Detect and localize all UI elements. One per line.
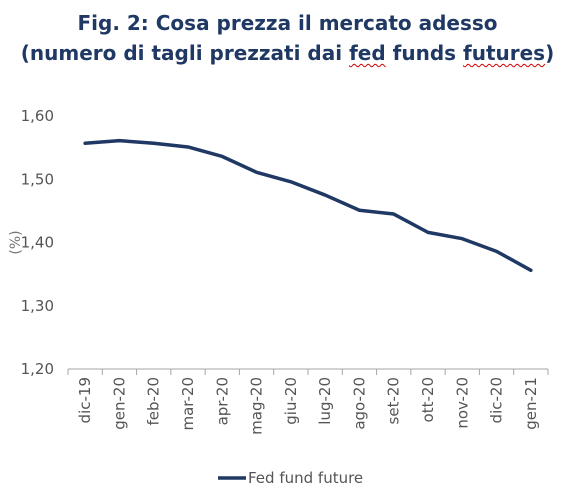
y-tick-label: 1,20 xyxy=(21,360,54,378)
x-tick-label: dic-20 xyxy=(488,377,506,423)
chart-title: Fig. 2: Cosa prezza il mercato adesso (n… xyxy=(0,8,575,68)
x-axis-ticks xyxy=(67,369,549,375)
title-part-1: (numero di tagli prezzati dai xyxy=(20,41,350,65)
x-tick-label: gen-21 xyxy=(522,377,540,430)
series-fed-fund-future xyxy=(83,138,533,273)
title-part-2: funds xyxy=(385,41,463,65)
x-tick-label: set-20 xyxy=(385,377,403,424)
y-tick-label: 1,50 xyxy=(21,170,54,188)
x-tick-label: ago-20 xyxy=(350,377,368,430)
x-tick-label: ott-20 xyxy=(419,377,437,422)
chart-title-line-1: Fig. 2: Cosa prezza il mercato adesso xyxy=(77,11,498,35)
y-axis-ticks: 1,60 1,50 1,40 1,30 1,20 xyxy=(21,107,54,378)
x-tick-label: nov-20 xyxy=(453,377,471,429)
x-tick-label: gen-20 xyxy=(110,377,128,430)
y-axis-title: (%) xyxy=(8,230,24,254)
y-tick-label: 1,40 xyxy=(21,234,54,252)
legend: Fed fund future xyxy=(218,469,363,487)
series-line xyxy=(83,138,533,273)
y-tick-label: 1,30 xyxy=(21,297,54,315)
x-axis-labels: dic-19 gen-20 feb-20 mar-20 apr-20 mag-20 giu-… xyxy=(76,377,540,435)
y-tick-label: 1,60 xyxy=(21,107,54,125)
x-tick-label: apr-20 xyxy=(213,377,231,425)
legend-label: Fed fund future xyxy=(248,469,363,487)
title-word-futures: futures xyxy=(463,41,546,65)
x-tick-label: lug-20 xyxy=(316,377,334,425)
title-part-3: ) xyxy=(545,41,555,65)
x-tick-label: mag-20 xyxy=(248,377,266,435)
title-word-fed: fed xyxy=(349,41,386,65)
x-tick-label: feb-20 xyxy=(145,377,163,426)
chart-title-line-2: (numero di tagli prezzati dai fed funds … xyxy=(0,38,575,68)
x-tick-label: dic-19 xyxy=(76,377,94,423)
x-tick-label: mar-20 xyxy=(179,377,197,431)
x-tick-label: giu-20 xyxy=(282,377,300,425)
